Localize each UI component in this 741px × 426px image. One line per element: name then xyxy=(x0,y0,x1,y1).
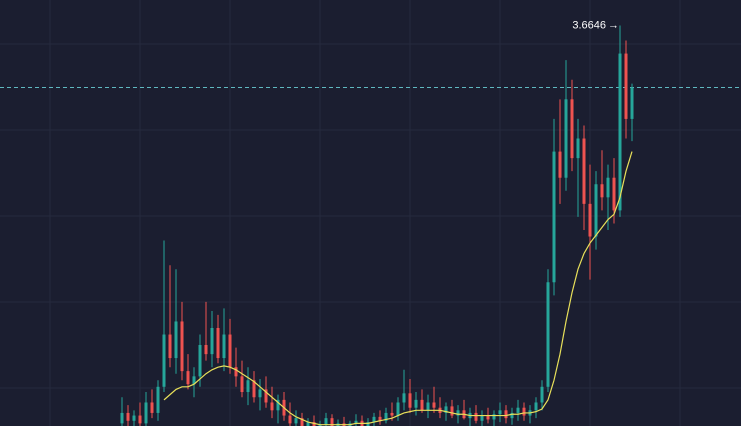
candle-body xyxy=(444,406,448,413)
candle-body xyxy=(210,327,214,355)
candle-body xyxy=(198,344,202,377)
candle-body xyxy=(426,402,430,411)
candle-body xyxy=(606,177,610,198)
candle-body xyxy=(354,420,358,424)
candle-body xyxy=(402,393,406,403)
candle-body xyxy=(390,412,394,416)
candle-body xyxy=(276,399,280,411)
candle-body xyxy=(234,367,238,377)
candle-body xyxy=(600,184,604,198)
candle-body xyxy=(498,410,502,415)
candle-body xyxy=(318,424,322,426)
candle-body xyxy=(372,416,376,423)
candle-body xyxy=(570,99,574,159)
candle-body xyxy=(564,99,568,178)
candle-body xyxy=(546,282,550,387)
candle-body xyxy=(450,406,454,416)
high-label: 3.6646 xyxy=(572,19,606,31)
candle-body xyxy=(516,407,520,413)
candle-body xyxy=(504,410,508,419)
candle-body xyxy=(612,177,616,211)
high-marker: → xyxy=(608,19,619,31)
candle-body xyxy=(312,422,316,426)
candle-body xyxy=(120,412,124,424)
candle-body xyxy=(384,412,388,421)
candle-body xyxy=(156,386,160,413)
candle-body xyxy=(582,138,586,204)
candle-body xyxy=(510,412,514,419)
candle-body xyxy=(174,321,178,359)
candle-body xyxy=(294,418,298,424)
candle-body xyxy=(432,402,436,408)
candle-body xyxy=(264,389,268,403)
candle-body xyxy=(132,415,136,421)
candle-body xyxy=(558,151,562,178)
candle-body xyxy=(624,53,628,119)
candle-body xyxy=(594,184,598,237)
candle-body xyxy=(288,415,292,424)
candle-body xyxy=(144,402,148,424)
candle-body xyxy=(216,327,220,359)
candle-body xyxy=(420,399,424,411)
candle-body xyxy=(480,415,484,421)
candle-body xyxy=(168,334,172,359)
candle-body xyxy=(552,151,556,283)
candle-body xyxy=(474,412,478,421)
candle-body xyxy=(408,393,412,408)
candle-body xyxy=(366,422,370,426)
candle-body xyxy=(240,376,244,393)
candle-body xyxy=(180,321,184,372)
candle-body xyxy=(228,334,232,368)
candle-body xyxy=(204,344,208,355)
candle-body xyxy=(330,418,334,426)
candle-body xyxy=(270,402,274,411)
candle-body xyxy=(192,376,196,385)
candle-body xyxy=(486,415,490,420)
candle-body xyxy=(630,87,634,119)
candle-body xyxy=(588,203,592,237)
candle-body xyxy=(138,415,142,424)
candle-body xyxy=(534,402,538,411)
candle-body xyxy=(324,418,328,425)
candle-body xyxy=(150,402,154,413)
candle-body xyxy=(492,414,496,420)
candle-body xyxy=(306,422,310,426)
candle-body xyxy=(414,399,418,408)
candle-body xyxy=(222,334,226,359)
candle-body xyxy=(522,407,526,416)
ma-line xyxy=(163,151,633,426)
candle-body xyxy=(576,138,580,159)
candle-body xyxy=(126,412,130,421)
candle-body xyxy=(258,389,262,398)
candle-body xyxy=(378,416,382,421)
candle-body xyxy=(456,410,460,416)
candle-body xyxy=(186,371,190,385)
candle-body xyxy=(618,53,622,211)
candle-body xyxy=(252,380,256,398)
candle-body xyxy=(162,334,166,387)
candle-body xyxy=(396,402,400,416)
candle-body xyxy=(246,380,250,393)
candle-body xyxy=(300,418,304,426)
candle-body xyxy=(540,386,544,403)
